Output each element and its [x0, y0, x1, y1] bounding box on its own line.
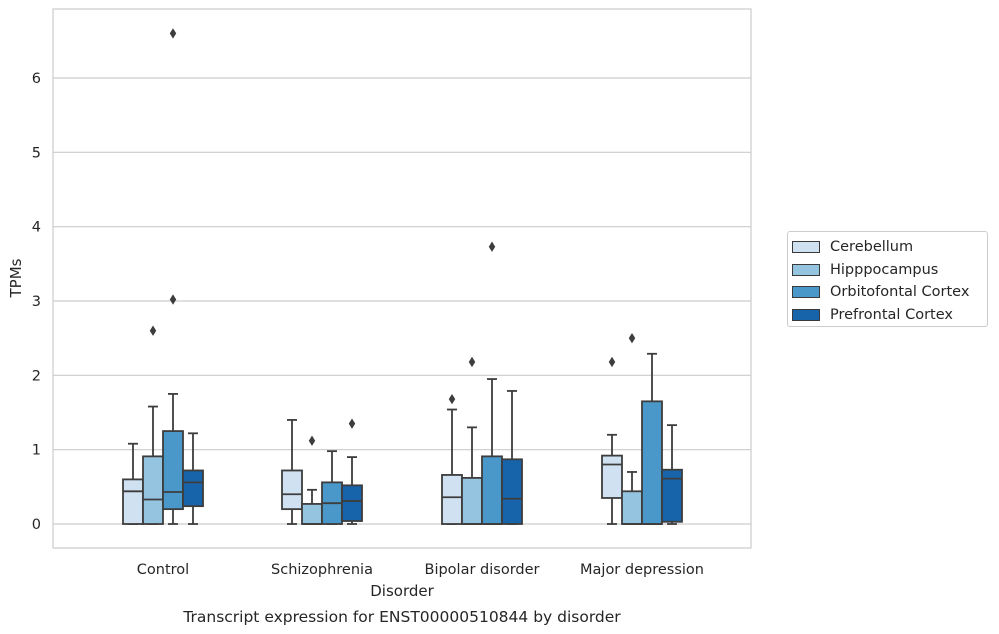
- box-orbitofontal-cortex: [321, 450, 343, 525]
- legend-item: Orbitofontal Cortex: [792, 281, 987, 304]
- box-iqr: [621, 490, 643, 525]
- outlier-point: [348, 418, 356, 429]
- outlier-point: [169, 294, 177, 305]
- box-hipppocampus: [142, 325, 164, 525]
- box-cerebellum: [281, 419, 303, 525]
- y-tick-label: 6: [32, 71, 41, 87]
- legend-label: Prefrontal Cortex: [830, 306, 953, 323]
- legend-item: Prefrontal Cortex: [792, 304, 987, 327]
- legend-swatch: [792, 263, 820, 276]
- box-iqr: [142, 455, 164, 525]
- box-iqr: [281, 469, 303, 511]
- chart-title: Transcript expression for ENST0000051084…: [182, 608, 621, 626]
- y-tick-label: 5: [32, 145, 41, 161]
- outlier-point: [448, 393, 456, 405]
- y-tick-label: 3: [32, 294, 41, 310]
- box-iqr: [182, 469, 204, 508]
- box-iqr: [661, 468, 683, 523]
- x-tick-label: Control: [137, 562, 189, 578]
- box-orbitofontal-cortex: [641, 352, 663, 525]
- legend-label: Cerebellum: [830, 239, 914, 256]
- legend-swatch: [792, 241, 820, 254]
- box-iqr: [501, 458, 523, 525]
- outlier-point: [608, 356, 616, 368]
- x-tick-label: Bipolar disorder: [425, 562, 540, 578]
- legend: Cerebellum Hipppocampus Orbitofontal Corte…: [787, 231, 988, 327]
- x-tick-labels: Control Schizophrenia Bipolar disorder Majo…: [137, 562, 704, 578]
- legend-label: Orbitofontal Cortex: [830, 284, 970, 301]
- box-iqr: [481, 455, 503, 525]
- legend-swatch: [792, 308, 820, 321]
- box-prefrontal-cortex: [182, 432, 204, 525]
- outlier-point: [169, 28, 177, 39]
- y-tick-label: 2: [32, 368, 41, 384]
- box-iqr: [162, 430, 184, 511]
- legend-swatch: [792, 286, 820, 299]
- x-tick-label: Major depression: [580, 562, 704, 578]
- box-prefrontal-cortex: [341, 418, 363, 525]
- y-tick-label: 1: [32, 443, 41, 459]
- box-hipppocampus: [621, 332, 643, 525]
- y-tick-label: 4: [32, 220, 41, 236]
- y-tick-labels: 0 1 2 3 4 5 6: [32, 71, 41, 533]
- box-cerebellum: [441, 393, 463, 525]
- outlier-point: [628, 332, 636, 344]
- box-iqr: [341, 484, 363, 522]
- box-prefrontal-cortex: [661, 424, 683, 525]
- outlier-point: [488, 241, 496, 252]
- box-iqr: [441, 474, 463, 525]
- y-axis-label: TPMs: [7, 258, 25, 298]
- box-iqr: [301, 503, 323, 525]
- y-tick-label: 0: [32, 517, 41, 533]
- box-iqr: [641, 400, 663, 525]
- legend-item: Hipppocampus: [792, 259, 987, 282]
- box-iqr: [461, 477, 483, 525]
- legend-item: Cerebellum: [792, 236, 987, 259]
- legend-label: Hipppocampus: [830, 261, 939, 278]
- box-iqr: [122, 478, 144, 525]
- box-series: [122, 28, 683, 525]
- outlier-point: [468, 356, 476, 368]
- x-tick-label: Schizophrenia: [271, 562, 373, 578]
- outlier-point: [149, 325, 157, 336]
- box-orbitofontal-cortex: [481, 241, 503, 525]
- box-iqr: [601, 454, 623, 499]
- box-hipppocampus: [301, 435, 323, 525]
- box-prefrontal-cortex: [501, 390, 523, 525]
- box-cerebellum: [601, 356, 623, 525]
- x-axis-label: Disorder: [370, 582, 434, 600]
- outlier-point: [308, 435, 316, 446]
